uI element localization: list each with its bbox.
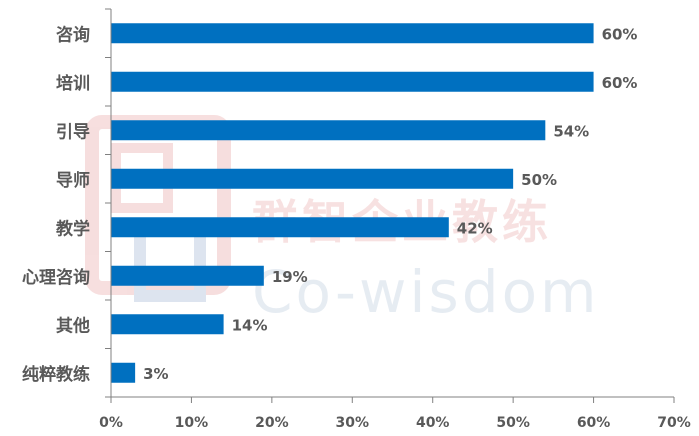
x-tick-label-0: 0% (99, 415, 123, 431)
x-tick-label-4: 40% (416, 415, 450, 431)
bar-2 (111, 120, 546, 141)
bar-7 (111, 362, 136, 383)
category-label-7: 纯粹教练 (22, 364, 90, 385)
bars-layer: 60% 60% 54% 50% 42% 19% 14% 3% (111, 23, 637, 383)
x-tick-label-7: 70% (657, 415, 691, 431)
bar-4 (111, 217, 449, 238)
bar-3 (111, 168, 514, 189)
category-label-0: 咨询 (56, 24, 90, 45)
watermark-text-en: Co-wisdom (252, 258, 600, 326)
bar-5 (111, 265, 264, 286)
category-label-3: 导师 (56, 170, 90, 191)
category-label-5: 心理咨询 (22, 267, 90, 288)
data-label-2: 54% (553, 122, 589, 140)
bar-1 (111, 71, 594, 92)
data-label-1: 60% (602, 74, 638, 92)
bar-6 (111, 314, 224, 335)
category-label-4: 教学 (55, 218, 90, 239)
data-label-0: 60% (602, 25, 638, 43)
x-tick-label-5: 50% (496, 415, 530, 431)
bar-0 (111, 23, 594, 44)
data-label-6: 14% (232, 316, 268, 334)
category-label-1: 培训 (56, 73, 90, 94)
category-label-2: 引导 (56, 122, 90, 142)
x-tick-label-1: 10% (175, 415, 209, 431)
data-label-4: 42% (457, 219, 493, 237)
x-tick-label-2: 20% (255, 415, 289, 431)
data-label-5: 19% (272, 268, 308, 286)
x-tick-label-3: 30% (336, 415, 370, 431)
category-label-6: 其他 (56, 315, 90, 336)
data-label-3: 50% (521, 171, 557, 189)
x-tick-label-6: 60% (577, 415, 611, 431)
data-label-7: 3% (143, 365, 168, 383)
